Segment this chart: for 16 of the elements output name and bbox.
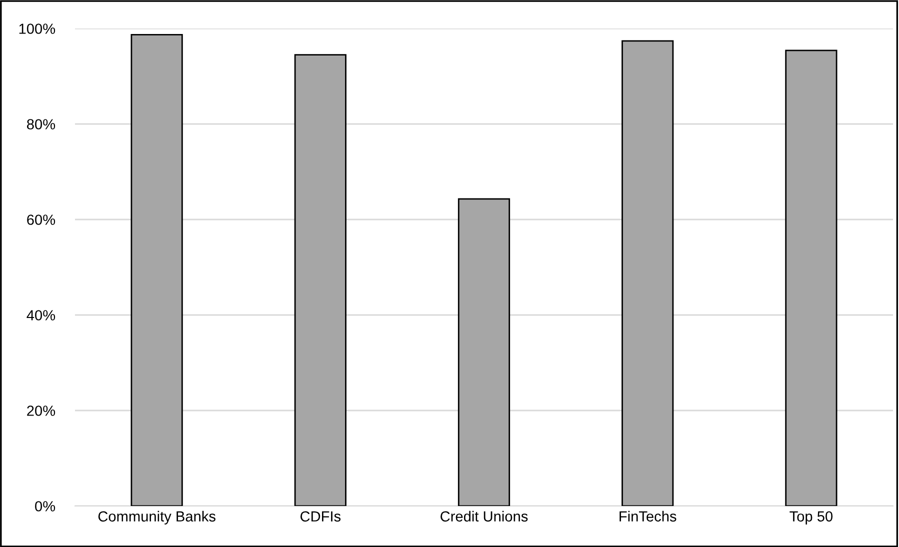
y-tick-label: 80% bbox=[27, 119, 56, 130]
bar bbox=[458, 198, 510, 506]
y-tick-label: 40% bbox=[26, 310, 56, 320]
bar bbox=[622, 40, 674, 506]
y-tick-label: 20% bbox=[27, 406, 56, 416]
x-tick-label: Community Banks bbox=[98, 510, 216, 524]
bar bbox=[130, 34, 183, 506]
y-tick-label: 0% bbox=[35, 501, 56, 512]
x-tick-label: Top 50 bbox=[790, 511, 833, 524]
y-tick-label: 100% bbox=[19, 24, 56, 34]
x-tick-label: CDFIs bbox=[300, 511, 341, 522]
x-tick-label: Credit Unions bbox=[440, 510, 528, 522]
bar bbox=[785, 50, 838, 506]
bar bbox=[294, 54, 346, 506]
x-tick-label: FinTechs bbox=[620, 510, 676, 522]
y-tick-label: 60% bbox=[27, 214, 56, 225]
